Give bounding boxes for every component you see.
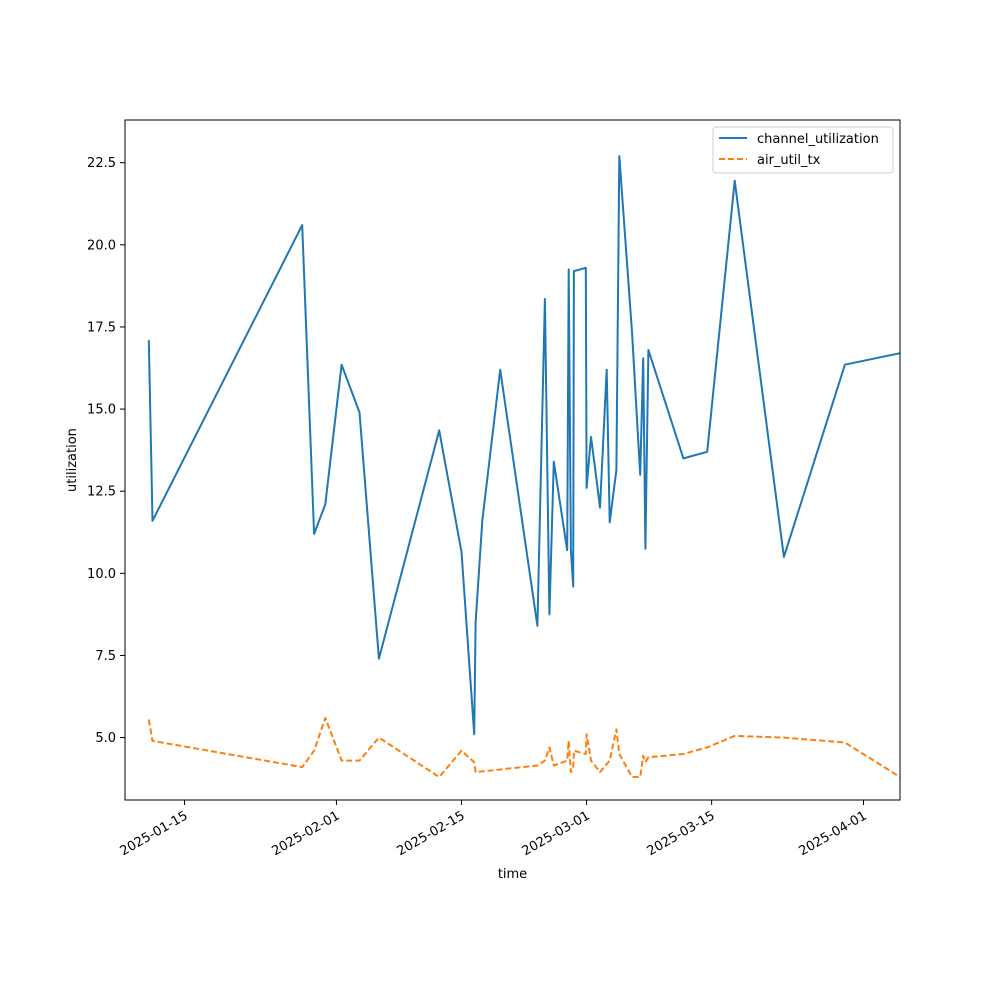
series-layer [147, 155, 901, 778]
y-tick-label: 7.5 [95, 649, 116, 664]
y-tick-label: 22.5 [87, 156, 116, 171]
y-tick-label: 20.0 [87, 238, 116, 253]
y-tick-label: 15.0 [87, 403, 116, 418]
legend-label-air-util-tx: air_util_tx [757, 153, 821, 168]
y-tick-label: 10.0 [87, 567, 116, 582]
y-tick-label: 17.5 [87, 320, 116, 335]
plot-frame [124, 119, 901, 801]
legend-box [712, 126, 894, 174]
legend-label-channel-utilization: channel_utilization [757, 132, 879, 147]
series-line-air-util-tx [147, 716, 901, 778]
y-axis-label: utilization [65, 428, 80, 492]
y-tick-label: 5.0 [95, 731, 116, 746]
x-axis-label: time [498, 867, 527, 882]
legend: channel_utilization air_util_tx [712, 126, 894, 174]
y-tick-label: 12.5 [87, 485, 116, 500]
y-axis: 5.0 7.5 10.0 12.5 15.0 17.5 20.0 22.5 [87, 156, 125, 746]
series-line-channel-utilization [147, 155, 901, 736]
